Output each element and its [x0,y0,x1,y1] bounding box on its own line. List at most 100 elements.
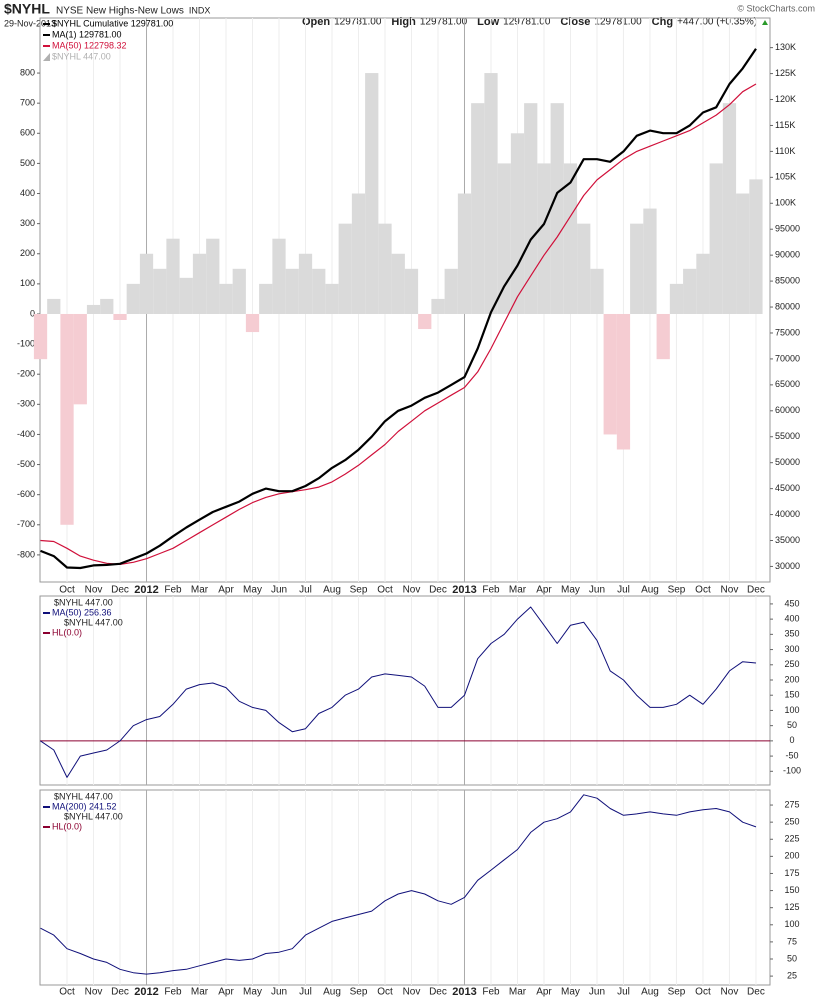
hl-bar [431,298,445,314]
quote-value: +447.00 (+0.35%) [677,17,757,28]
quote-label: Close [560,16,590,28]
x-tick-label: Nov [721,987,739,998]
hl-bar [365,73,379,314]
hl-bar [126,283,140,314]
y-tick-label: -100 [17,338,35,348]
x-tick-label: Jul [299,585,312,596]
hl-bar [457,193,472,314]
symbol: $NYHL [4,1,50,17]
hl-bar [325,283,339,314]
x-tick-label: May [561,585,580,596]
hl-bar [312,268,326,314]
x-tick-label: Sep [668,585,686,596]
hl-bar [590,268,604,314]
x-tick-label: 2012 [134,584,158,596]
x-tick-label: Mar [191,585,209,596]
legend-label: $NYHL 447.00 [64,617,123,627]
y2-tick-label: 80000 [775,301,800,311]
x-tick-label: Oct [377,585,393,596]
hl-bar [471,103,485,314]
y-tick-label: 100 [20,278,35,288]
hl-bar [33,313,48,360]
legend-label: $NYHL Cumulative 129781.00 [52,18,173,28]
legend-label: MA(200) 241.52 [52,801,117,811]
x-tick-label: Apr [218,585,234,596]
x-tick-label: Apr [218,987,234,998]
hl-bar [391,253,405,314]
y-tick-label: 700 [20,98,35,108]
hl-bar [404,268,419,314]
y-tick-label: 300 [784,644,799,654]
change-indicator [762,20,768,25]
y-tick-label: -300 [17,399,35,409]
x-tick-label: Feb [482,987,500,998]
y2-tick-label: 30000 [775,561,800,571]
quote-label: Chg [652,16,673,28]
y-tick-label: 250 [784,659,799,669]
x-tick-label: Jun [271,585,287,596]
hl-bar [285,268,299,314]
y-tick-label: 150 [784,885,799,895]
hl-bar [245,313,260,333]
x-tick-label: Mar [509,987,527,998]
hl-bar [153,268,167,314]
y2-tick-label: 70000 [775,353,800,363]
y2-tick-label: 90000 [775,250,800,260]
hl-bar [537,163,551,314]
hl-bar [683,268,697,314]
quote-label: High [391,16,416,28]
y-tick-label: 800 [20,67,35,77]
hl-bar [736,193,750,314]
x-tick-label: Oct [59,987,75,998]
quote-value: 129781.00 [420,17,468,28]
y2-tick-label: 40000 [775,509,800,519]
y2-tick-label: 35000 [775,535,800,545]
x-tick-label: Aug [641,585,659,596]
y2-tick-label: 95000 [775,224,800,234]
y-tick-label: 0 [789,735,794,745]
x-tick-label: Apr [536,987,552,998]
y2-tick-label: 55000 [775,431,800,441]
y-tick-label: 50 [787,953,797,963]
y-tick-label: 75 [787,936,797,946]
y2-tick-label: 110K [775,146,795,156]
y2-tick-label: 130K [775,42,796,52]
y-tick-label: -50 [785,750,798,760]
x-tick-label: May [243,585,262,596]
y-tick-label: 100 [784,705,799,715]
x-tick-label: Sep [350,987,368,998]
x-tick-label: Oct [695,585,711,596]
hl-bar [298,253,313,314]
legend-label: HL(0.0) [52,627,82,637]
legend-swatch [43,53,50,61]
legend-label: HL(0.0) [52,821,82,831]
y-tick-label: 50 [787,720,797,730]
exchange: INDX [189,5,211,15]
y-tick-label: 25 [787,970,797,980]
y-tick-label: 250 [784,817,799,827]
y-tick-label: 350 [784,629,799,639]
hl-bar [113,313,127,321]
y-tick-label: 275 [784,799,799,809]
panel-frame [39,17,771,583]
y2-tick-label: 105K [775,172,796,182]
y-tick-label: 200 [784,851,799,861]
x-tick-label: Sep [350,585,368,596]
y-tick-label: 0 [30,308,35,318]
hl-bar [669,283,684,314]
series-line [40,794,757,975]
y-tick-label: -100 [783,766,801,776]
x-tick-label: Sep [668,987,686,998]
series-line [40,83,757,565]
y2-tick-label: 125K [775,68,796,78]
hl-bar [166,238,180,314]
hl-bar [722,103,737,314]
y-tick-label: -200 [17,369,35,379]
hl-bar [709,163,723,314]
hl-bar [630,223,644,314]
x-tick-label: Apr [536,585,552,596]
hl-bar [259,283,273,314]
x-tick-label: Dec [111,585,129,596]
hl-bar [616,313,631,450]
